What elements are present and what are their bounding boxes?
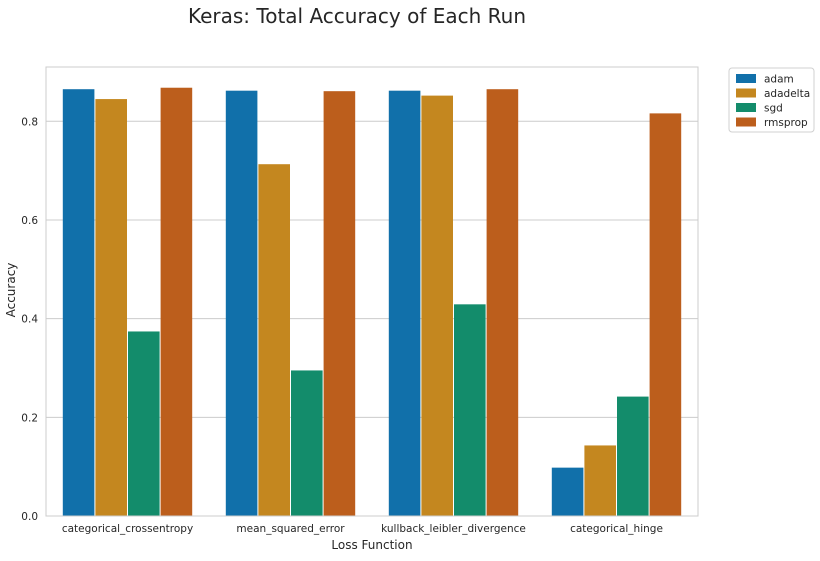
x-tick-label: categorical_crossentropy (62, 523, 193, 535)
y-tick-label: 0.2 (21, 412, 38, 424)
legend-label-adadelta: adadelta (764, 88, 810, 100)
bar-adadelta-mean_squared_error (258, 164, 290, 516)
x-tick-label: mean_squared_error (236, 523, 345, 535)
legend: adam adadelta sgd rmsprop (728, 67, 815, 133)
plot-frame (45, 66, 699, 517)
legend-box (728, 67, 815, 133)
y-tick-label: 0.8 (21, 116, 38, 128)
x-tick-label: kullback_leibler_divergence (381, 523, 526, 535)
bar-rmsprop-categorical_crossentropy (160, 87, 193, 516)
bar-rmsprop-mean_squared_error (323, 91, 356, 516)
chart-title: Keras: Total Accuracy of Each Run (188, 4, 526, 28)
legend-swatch-adam (736, 74, 756, 83)
legend-swatch-sgd (736, 103, 756, 112)
y-tick-label: 0.6 (21, 215, 38, 227)
bar-rmsprop-categorical_hinge (649, 113, 682, 516)
y-tick-label: 0.4 (21, 314, 38, 326)
bar-rmsprop-kullback_leibler_divergence (486, 89, 519, 516)
legend-label-sgd: sgd (764, 103, 783, 115)
x-tick-labels: categorical_crossentropy mean_squared_err… (62, 523, 663, 535)
bar-adadelta-categorical_crossentropy (95, 99, 127, 517)
bar-adam-categorical_hinge (551, 467, 584, 516)
y-tick-label: 0.0 (21, 511, 38, 523)
legend-swatch-adadelta (736, 88, 756, 98)
bar-sgd-kullback_leibler_divergence (454, 304, 486, 516)
bar-sgd-categorical_hinge (617, 396, 649, 516)
bar-adadelta-categorical_hinge (584, 445, 616, 516)
bar-adam-mean_squared_error (225, 90, 258, 516)
bar-adam-kullback_leibler_divergence (388, 90, 421, 516)
x-axis-label: Loss Function (331, 538, 412, 552)
plot-border (45, 66, 699, 517)
bar-adadelta-kullback_leibler_divergence (421, 95, 453, 516)
legend-swatch-rmsprop (736, 117, 756, 127)
y-tick-labels: 0.0 0.2 0.4 0.6 0.8 (21, 116, 38, 523)
bar-sgd-mean_squared_error (291, 370, 323, 516)
y-axis-label: Accuracy (4, 263, 18, 318)
bars-group (62, 87, 682, 517)
x-tick-label: categorical_hinge (570, 523, 663, 535)
legend-label-adam: adam (764, 74, 794, 86)
legend-label-rmsprop: rmsprop (764, 117, 808, 129)
bar-sgd-categorical_crossentropy (128, 331, 160, 516)
bar-adam-categorical_crossentropy (62, 89, 95, 516)
